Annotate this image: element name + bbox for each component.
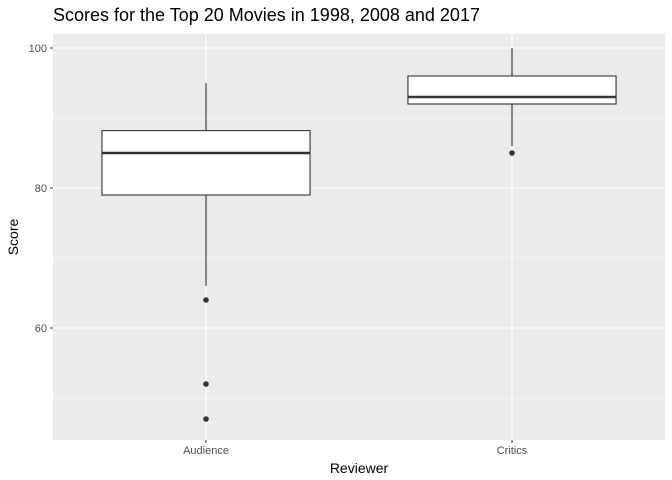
y-tick-label: 60 <box>35 323 47 335</box>
outlier-point <box>509 150 515 156</box>
outlier-point <box>203 381 209 387</box>
y-tick-label: 100 <box>29 43 47 55</box>
x-tick-label: Audience <box>183 445 229 457</box>
box-body <box>407 75 617 105</box>
x-axis-title: Reviewer <box>330 460 389 476</box>
y-tick-label: 80 <box>35 183 47 195</box>
boxes-layer <box>101 48 617 422</box>
box-critics <box>407 48 617 156</box>
outlier-point <box>203 416 209 422</box>
axis-ticks: 60 80 100 Audience Critics <box>29 43 528 457</box>
box-body <box>101 130 311 196</box>
chart-title: Scores for the Top 20 Movies in 1998, 20… <box>53 5 480 25</box>
outlier-point <box>203 297 209 303</box>
y-axis-title: Score <box>5 219 21 256</box>
x-tick-label: Critics <box>497 445 528 457</box>
box-audience <box>101 83 311 422</box>
